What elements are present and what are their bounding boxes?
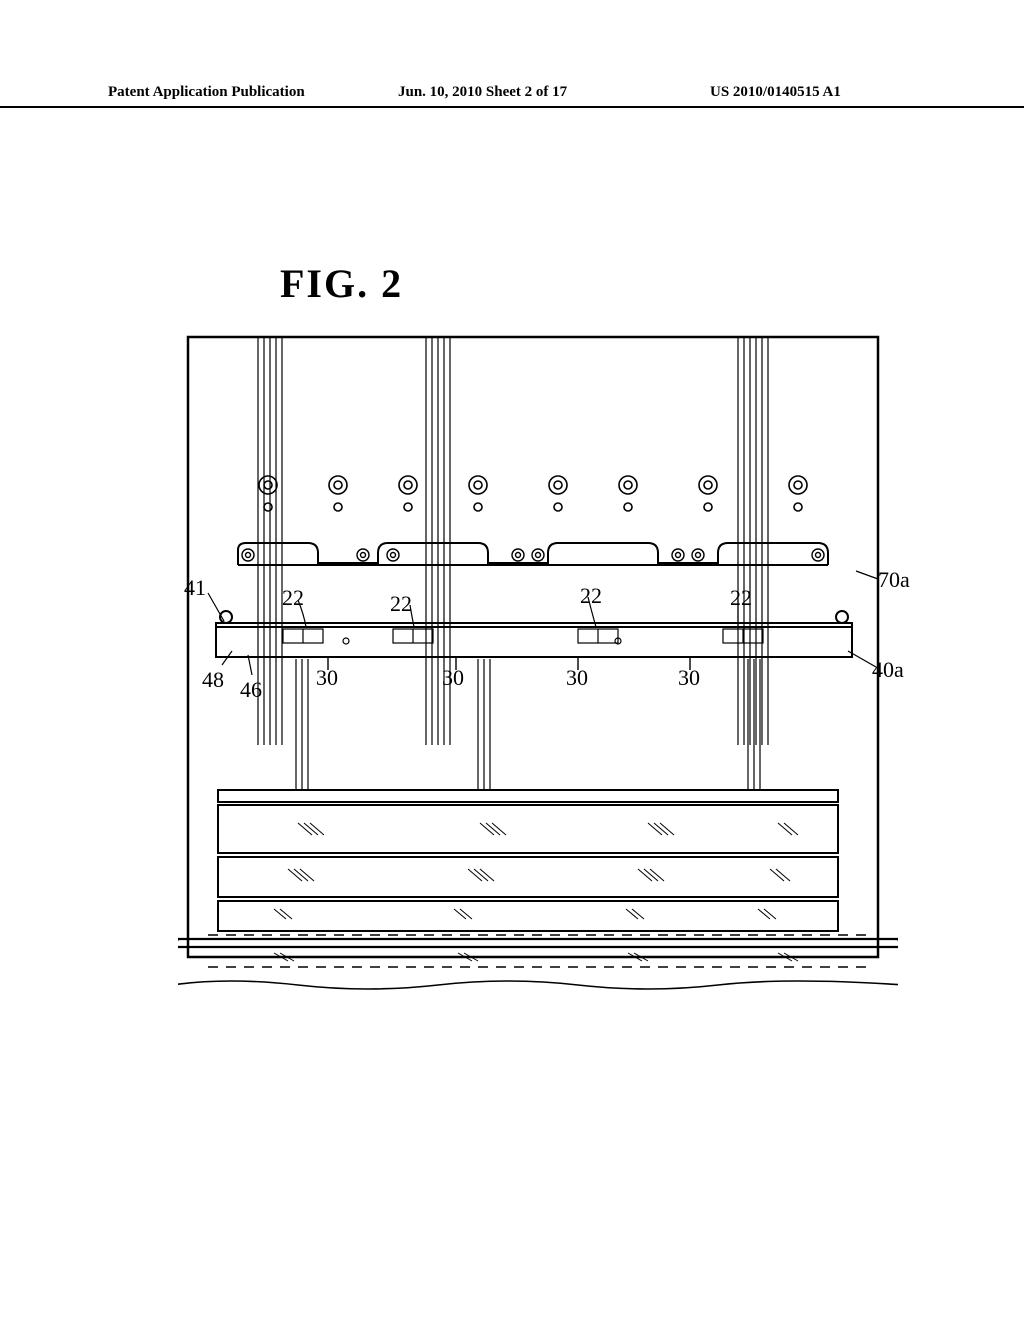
figure-svg [178,335,898,995]
ref-22-4: 22 [730,585,752,611]
figure-title: FIG. 2 [280,260,403,307]
ref-22-3: 22 [580,583,602,609]
ref-30-1: 30 [316,665,338,691]
ref-22-1: 22 [282,585,304,611]
ref-30-4: 30 [678,665,700,691]
ref-30-2: 30 [442,665,464,691]
figure-drawing: 41 70a 22 22 22 22 40a 48 46 30 30 30 30 [178,335,898,995]
header-center: Jun. 10, 2010 Sheet 2 of 17 [398,84,567,101]
ref-22-2: 22 [390,591,412,617]
patent-page: Patent Application Publication Jun. 10, … [0,0,1024,1320]
ref-46: 46 [240,677,262,703]
header-right: US 2010/0140515 A1 [710,84,841,101]
header-left: Patent Application Publication [108,84,305,101]
ref-30-3: 30 [566,665,588,691]
ref-70a: 70a [878,567,910,593]
ref-48: 48 [202,667,224,693]
ref-40a: 40a [872,657,904,683]
ref-41: 41 [184,575,206,601]
page-header: Patent Application Publication Jun. 10, … [0,84,1024,108]
